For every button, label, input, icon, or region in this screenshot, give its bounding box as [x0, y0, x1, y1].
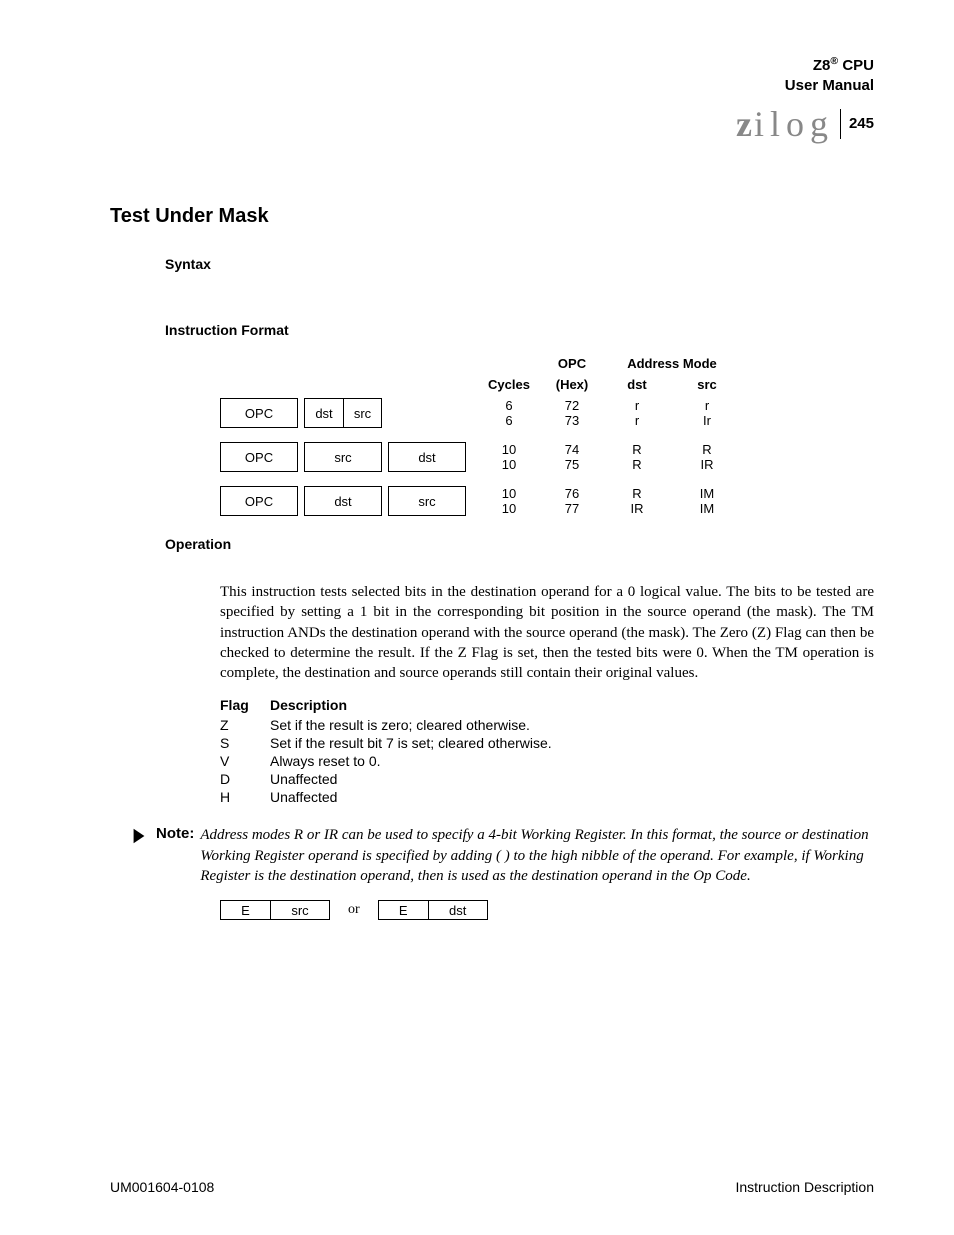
- zilog-logo: zilog: [736, 103, 834, 145]
- col-opc-bot: (Hex): [542, 377, 602, 392]
- cell-dst: R: [602, 486, 672, 501]
- section-title: Test Under Mask: [110, 205, 874, 228]
- flag-row: V Always reset to 0.: [220, 753, 874, 769]
- cell-dst: R: [602, 442, 672, 457]
- cell-cycles: 10: [476, 457, 542, 472]
- page-footer: UM001604-0108 Instruction Description: [110, 1179, 874, 1195]
- dst-box: dst: [304, 398, 343, 428]
- src-box: src: [388, 486, 466, 516]
- col-cycles: Cycles: [476, 377, 542, 392]
- cell-opc: 74: [542, 442, 602, 457]
- flag-name: Z: [220, 717, 270, 733]
- instruction-format-table: OPC Address Mode Cycles (Hex) dst src OP…: [220, 356, 874, 516]
- cell-src: R: [672, 442, 742, 457]
- src-box: src: [304, 442, 382, 472]
- doc-code: UM001604-0108: [110, 1179, 214, 1195]
- opc-box: OPC: [220, 486, 298, 516]
- cell-dst: R: [602, 457, 672, 472]
- cell-dst: r: [602, 413, 672, 428]
- reg-mark: ®: [830, 55, 838, 67]
- operand-format-boxes: E src or E dst: [220, 900, 874, 920]
- flag-row: H Unaffected: [220, 789, 874, 805]
- flag-name: H: [220, 789, 270, 805]
- flag-desc: Set if the result bit 7 is set; cleared …: [270, 735, 874, 751]
- col-dst: dst: [602, 377, 672, 392]
- dst-box: dst: [304, 486, 382, 516]
- cell-cycles: 10: [476, 501, 542, 516]
- note-label: Note:: [156, 825, 194, 886]
- e-box: E: [378, 900, 428, 920]
- doc-title-1: Z8: [813, 57, 831, 74]
- src-box: src: [270, 900, 330, 920]
- flag-header-2: Description: [270, 697, 874, 713]
- flag-name: V: [220, 753, 270, 769]
- cell-src: Ir: [672, 413, 742, 428]
- note-block: Note: Address modes R or IR can be used …: [130, 825, 874, 886]
- flag-desc: Always reset to 0.: [270, 753, 874, 769]
- e-box: E: [220, 900, 270, 920]
- page-number: 245: [840, 109, 874, 139]
- cell-dst: IR: [602, 501, 672, 516]
- format-heading: Instruction Format: [165, 322, 874, 338]
- cell-cycles: 10: [476, 442, 542, 457]
- cell-opc: 73: [542, 413, 602, 428]
- syntax-heading: Syntax: [165, 256, 874, 272]
- cell-src: r: [672, 398, 742, 413]
- note-text: Address modes R or IR can be used to spe…: [200, 825, 874, 886]
- doc-title-2: User Manual: [785, 77, 874, 94]
- cell-opc: 75: [542, 457, 602, 472]
- format-row: OPC dst src 10 76 R IM 10 77 IR IM: [220, 486, 874, 516]
- col-addr: Address Mode: [602, 356, 742, 371]
- flag-row: S Set if the result bit 7 is set; cleare…: [220, 735, 874, 751]
- flag-name: D: [220, 771, 270, 787]
- doc-title-1b: CPU: [838, 57, 874, 74]
- cell-cycles: 6: [476, 413, 542, 428]
- opc-box: OPC: [220, 442, 298, 472]
- col-src: src: [672, 377, 742, 392]
- flag-header-1: Flag: [220, 697, 270, 713]
- format-row: OPC dst src 6 72 r r 6 73 r Ir: [220, 398, 874, 428]
- section-label: Instruction Description: [735, 1179, 874, 1195]
- flag-row: D Unaffected: [220, 771, 874, 787]
- flag-desc: Unaffected: [270, 789, 874, 805]
- cell-opc: 76: [542, 486, 602, 501]
- cell-dst: r: [602, 398, 672, 413]
- cell-cycles: 6: [476, 398, 542, 413]
- cell-cycles: 10: [476, 486, 542, 501]
- cell-src: IM: [672, 486, 742, 501]
- cell-opc: 72: [542, 398, 602, 413]
- flag-desc: Unaffected: [270, 771, 874, 787]
- src-box: src: [343, 398, 382, 428]
- note-arrow-icon: [130, 827, 148, 845]
- page-header: Z8® CPU User Manual zilog 245: [110, 55, 874, 145]
- or-text: or: [348, 902, 360, 918]
- operation-heading: Operation: [165, 536, 874, 552]
- operation-description: This instruction tests selected bits in …: [220, 582, 874, 683]
- opc-box: OPC: [220, 398, 298, 428]
- format-row: OPC src dst 10 74 R R 10 75 R IR: [220, 442, 874, 472]
- flag-name: S: [220, 735, 270, 751]
- dst-box: dst: [428, 900, 488, 920]
- cell-src: IM: [672, 501, 742, 516]
- col-opc-top: OPC: [542, 356, 602, 371]
- cell-src: IR: [672, 457, 742, 472]
- doc-title: Z8® CPU User Manual: [110, 55, 874, 95]
- cell-opc: 77: [542, 501, 602, 516]
- flag-desc: Set if the result is zero; cleared other…: [270, 717, 874, 733]
- dst-box: dst: [388, 442, 466, 472]
- flag-table: Flag Description Z Set if the result is …: [220, 697, 874, 805]
- flag-row: Z Set if the result is zero; cleared oth…: [220, 717, 874, 733]
